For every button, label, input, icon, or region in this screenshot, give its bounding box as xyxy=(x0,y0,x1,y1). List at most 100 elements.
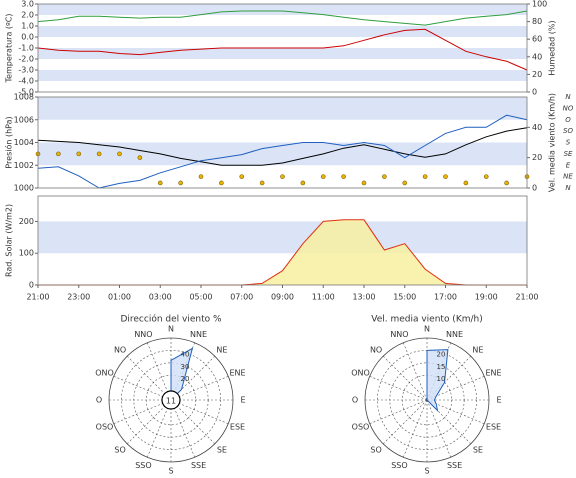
x-tick-label: 09:00 xyxy=(271,293,294,302)
direction-label: ONO xyxy=(95,368,114,377)
direction-label: SE xyxy=(217,446,227,455)
y3-tick-label: E xyxy=(566,161,571,169)
y-axis-label: Temperatura (ºC) xyxy=(5,14,14,84)
direction-dot xyxy=(300,180,306,186)
direction-dot xyxy=(504,180,509,186)
direction-dot xyxy=(239,174,245,179)
direction-dot xyxy=(178,180,183,186)
plot-frame xyxy=(37,96,528,189)
y-tick-label: 1002 xyxy=(14,161,34,170)
direction-dot xyxy=(259,180,265,186)
rose-title: Dirección del viento % xyxy=(120,314,222,325)
direction-label: SO xyxy=(114,446,125,455)
direction-dot xyxy=(382,174,387,179)
direction-dot xyxy=(483,174,489,179)
y-tick-label: 1.0 xyxy=(21,22,34,31)
rose-tick-label: 30 xyxy=(181,363,190,371)
x-tick-label: 05:00 xyxy=(189,293,212,302)
y-tick-label: 3.0 xyxy=(21,0,34,9)
direction-label: SO xyxy=(370,446,381,455)
area-fill xyxy=(38,219,527,285)
y2-axis-label: Humedad (%) xyxy=(548,20,557,75)
direction-label: N xyxy=(168,325,174,334)
rose-ring xyxy=(389,362,465,438)
x-tick-label: 21:00 xyxy=(26,293,49,302)
y-tick-label: 1000 xyxy=(14,184,34,193)
rose-polygon xyxy=(170,347,194,402)
direction-dot xyxy=(463,180,469,186)
y-tick-label: 200 xyxy=(19,217,34,226)
grid-band xyxy=(38,97,527,120)
direction-label: O xyxy=(96,396,102,405)
y-axis-label: Rad. Solar (W/m2) xyxy=(5,204,14,277)
direction-dot xyxy=(117,151,122,157)
x-tick-label: 13:00 xyxy=(352,293,375,302)
y-tick-label: 100 xyxy=(19,249,34,258)
rose-tick-label: 10 xyxy=(437,375,446,383)
direction-dot xyxy=(137,155,143,160)
direction-label: SSO xyxy=(391,461,407,470)
grid-band xyxy=(38,4,527,15)
y-tick-label: -3.0 xyxy=(18,66,34,75)
direction-label: NE xyxy=(216,345,227,354)
direction-label: N xyxy=(424,325,430,334)
direction-dot xyxy=(56,151,61,157)
direction-label: SE xyxy=(473,446,483,455)
y-tick-label: -2.0 xyxy=(18,55,34,64)
y3-tick-label: S xyxy=(566,139,571,147)
x-tick-label: 17:00 xyxy=(434,293,457,302)
direction-label: O xyxy=(352,396,358,405)
y3-tick-label: SE xyxy=(564,150,573,158)
direction-dot xyxy=(361,180,367,186)
direction-label: ONO xyxy=(351,368,370,377)
y2-tick-label: 40 xyxy=(532,52,542,61)
x-tick-label: 03:00 xyxy=(149,293,172,302)
y2-tick-label: 0 xyxy=(532,184,537,193)
series-line xyxy=(37,28,528,71)
direction-dot xyxy=(320,174,326,179)
direction-dot xyxy=(402,180,408,186)
direction-dot xyxy=(96,151,102,157)
rose-ring xyxy=(133,362,209,438)
direction-label: NO xyxy=(370,345,382,354)
y-tick-label: 0.0 xyxy=(21,33,34,42)
y-tick-label: -1.0 xyxy=(18,44,34,53)
direction-dot xyxy=(76,151,82,157)
direction-label: SSE xyxy=(191,461,206,470)
direction-dot xyxy=(422,174,428,179)
x-tick-label: 01:00 xyxy=(108,293,131,302)
direction-label: NNE xyxy=(190,330,207,339)
direction-label: NNE xyxy=(446,330,463,339)
direction-label: OSO xyxy=(352,423,370,432)
y-tick-label: -4.0 xyxy=(18,77,34,86)
calm-label: 11 xyxy=(166,397,176,406)
rose-tick-label: 15 xyxy=(437,363,446,371)
direction-dot xyxy=(341,174,346,179)
grid-band xyxy=(38,48,527,59)
y2-tick-label: 80 xyxy=(532,17,542,26)
series-line xyxy=(37,10,528,26)
rose-ring xyxy=(121,350,221,450)
rose-tick-label: 20 xyxy=(437,350,446,358)
y2-tick-label: 0 xyxy=(532,88,537,97)
direction-label: S xyxy=(168,467,173,476)
series-line xyxy=(37,127,528,166)
grid-band xyxy=(38,142,527,166)
y3-tick-label: O xyxy=(565,116,571,124)
y2-tick-label: 60 xyxy=(532,35,542,44)
direction-dot xyxy=(219,180,224,186)
y-axis-label: Presión (hPa) xyxy=(4,116,14,168)
y-tick-label: -5.0 xyxy=(18,88,34,97)
rose-outer-ring xyxy=(108,337,234,463)
x-tick-label: 07:00 xyxy=(230,293,253,302)
direction-label: SSE xyxy=(447,461,462,470)
y3-tick-label: NE xyxy=(563,173,573,181)
rose-spoke xyxy=(382,355,428,401)
grid-band xyxy=(38,221,527,254)
y2-tick-label: 20 xyxy=(532,70,542,79)
direction-label: NNO xyxy=(390,330,408,339)
direction-label: ESE xyxy=(230,423,245,432)
direction-label: ENE xyxy=(485,368,501,377)
y-tick-label: 1006 xyxy=(14,115,34,124)
direction-dot xyxy=(280,174,285,179)
